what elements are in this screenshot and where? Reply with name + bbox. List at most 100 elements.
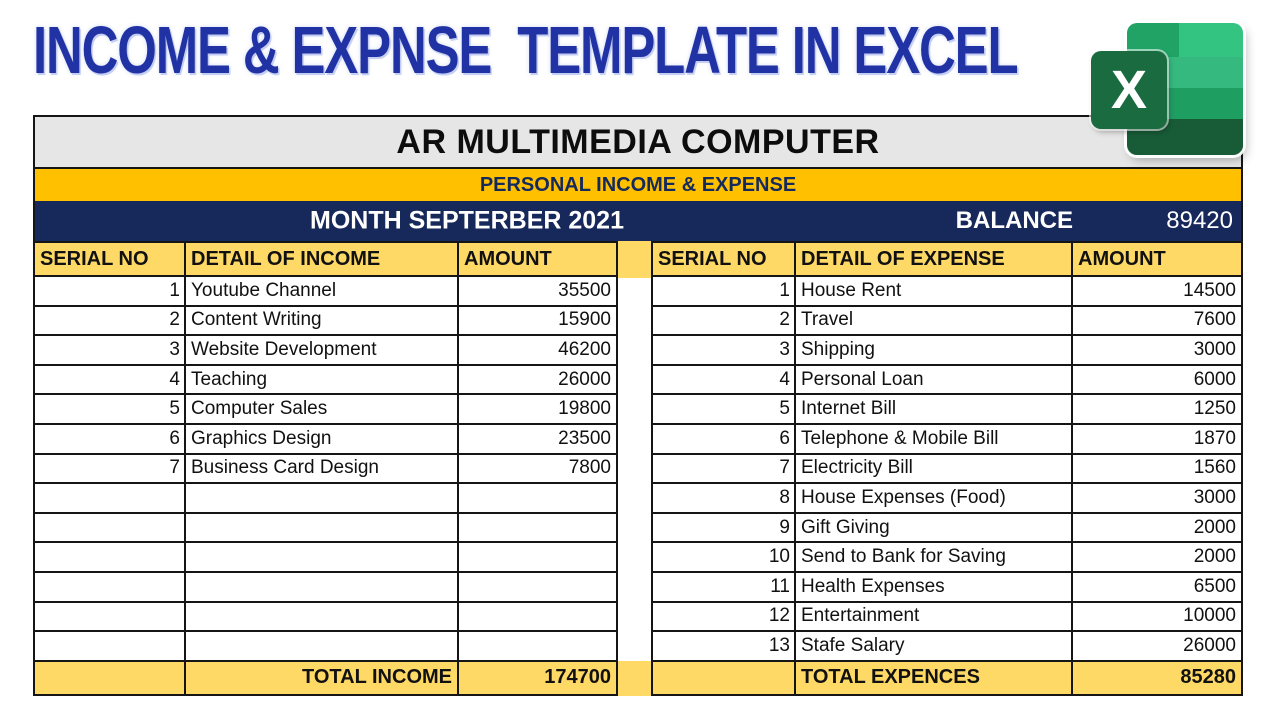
serial-cell	[33, 600, 186, 633]
serial-cell: 3	[651, 334, 796, 366]
amount-cell	[457, 482, 618, 514]
amount-cell: 14500	[1071, 275, 1243, 307]
subtitle-text: PERSONAL INCOME & EXPENSE	[479, 173, 797, 196]
amount-cell: 7600	[1071, 304, 1243, 337]
amount-cell: 3000	[1071, 482, 1243, 514]
expense-row: 6 Telephone & Mobile Bill 1870	[651, 422, 1243, 455]
detail-cell: Stafe Salary	[794, 630, 1073, 662]
subtitle-bar: PERSONAL INCOME & EXPENSE	[33, 169, 1243, 201]
amount-cell	[457, 630, 618, 662]
expense-table: SERIAL NO DETAIL OF EXPENSE AMOUNT 1 Hou…	[651, 241, 1243, 696]
serial-cell	[33, 541, 186, 573]
serial-cell: 1	[651, 275, 796, 307]
balance-label: BALANCE	[955, 207, 1073, 234]
expense-row: 9 Gift Giving 2000	[651, 511, 1243, 544]
income-header-serial: SERIAL NO	[33, 241, 186, 277]
serial-cell: 2	[651, 304, 796, 337]
detail-cell: Internet Bill	[794, 393, 1073, 425]
serial-cell: 11	[651, 570, 796, 603]
gap-middle-cell	[618, 278, 651, 661]
serial-cell: 5	[651, 393, 796, 425]
detail-cell: Shipping	[794, 334, 1073, 366]
income-table: SERIAL NO DETAIL OF INCOME AMOUNT 1 Yout…	[33, 241, 618, 696]
serial-cell: 7	[33, 452, 186, 485]
serial-cell	[33, 482, 186, 514]
serial-cell: 7	[651, 452, 796, 485]
income-total-label: TOTAL INCOME	[184, 659, 459, 696]
income-row: 5 Computer Sales 19800	[33, 393, 618, 425]
amount-cell: 26000	[1071, 630, 1243, 662]
detail-cell: Electricity Bill	[794, 452, 1073, 485]
amount-cell: 3000	[1071, 334, 1243, 366]
amount-cell: 10000	[1071, 600, 1243, 633]
expense-header-detail: DETAIL OF EXPENSE	[794, 241, 1073, 277]
expense-row: 3 Shipping 3000	[651, 334, 1243, 366]
amount-cell: 35500	[457, 275, 618, 307]
detail-cell	[184, 482, 459, 514]
expense-row: 11 Health Expenses 6500	[651, 570, 1243, 603]
detail-cell	[184, 570, 459, 603]
excel-logo: X	[1085, 8, 1247, 160]
amount-cell: 6500	[1071, 570, 1243, 603]
amount-cell: 46200	[457, 334, 618, 366]
expense-row: 1 House Rent 14500	[651, 275, 1243, 307]
income-row-empty	[33, 541, 618, 573]
expense-total-spacer	[651, 659, 796, 696]
amount-cell: 1560	[1071, 452, 1243, 485]
amount-cell: 1870	[1071, 422, 1243, 455]
income-header-detail: DETAIL OF INCOME	[184, 241, 459, 277]
amount-cell: 19800	[457, 393, 618, 425]
detail-cell: Send to Bank for Saving	[794, 541, 1073, 573]
company-name: AR MULTIMEDIA COMPUTER	[396, 122, 880, 161]
detail-cell: Business Card Design	[184, 452, 459, 485]
amount-cell: 23500	[457, 422, 618, 455]
expense-row: 2 Travel 7600	[651, 304, 1243, 337]
serial-cell: 4	[651, 363, 796, 396]
serial-cell: 3	[33, 334, 186, 366]
expense-row: 5 Internet Bill 1250	[651, 393, 1243, 425]
expense-total-row: TOTAL EXPENCES 85280	[651, 659, 1243, 696]
income-row: 7 Business Card Design 7800	[33, 452, 618, 485]
detail-cell	[184, 511, 459, 544]
balance-value: 89420	[1166, 207, 1233, 234]
serial-cell: 4	[33, 363, 186, 396]
amount-cell: 7800	[457, 452, 618, 485]
income-row-empty	[33, 482, 618, 514]
detail-cell: House Rent	[794, 275, 1073, 307]
income-row: 1 Youtube Channel 35500	[33, 275, 618, 307]
amount-cell: 6000	[1071, 363, 1243, 396]
expense-header-row: SERIAL NO DETAIL OF EXPENSE AMOUNT	[651, 241, 1243, 277]
income-row: 3 Website Development 46200	[33, 334, 618, 366]
income-row: 4 Teaching 26000	[33, 363, 618, 396]
amount-cell: 15900	[457, 304, 618, 337]
detail-cell	[184, 541, 459, 573]
detail-cell: Graphics Design	[184, 422, 459, 455]
serial-cell	[33, 570, 186, 603]
excel-sheet-icon	[1127, 23, 1243, 155]
detail-cell	[184, 630, 459, 662]
detail-cell: Teaching	[184, 363, 459, 396]
excel-x-letter: X	[1110, 60, 1148, 120]
amount-cell: 1250	[1071, 393, 1243, 425]
detail-cell: Computer Sales	[184, 393, 459, 425]
gap-total-cell	[618, 661, 651, 696]
expense-row: 7 Electricity Bill 1560	[651, 452, 1243, 485]
serial-cell	[33, 630, 186, 662]
detail-cell: Telephone & Mobile Bill	[794, 422, 1073, 455]
income-row-empty	[33, 511, 618, 544]
detail-cell: Personal Loan	[794, 363, 1073, 396]
serial-cell: 5	[33, 393, 186, 425]
month-balance-bar: MONTH SEPTERBER 2021 BALANCE 89420	[33, 201, 1243, 241]
table-gap-column	[618, 241, 651, 696]
month-label: MONTH SEPTERBER 2021	[310, 206, 624, 235]
detail-cell: Gift Giving	[794, 511, 1073, 544]
income-total-value: 174700	[457, 659, 618, 696]
amount-cell: 2000	[1071, 541, 1243, 573]
company-header-bar: AR MULTIMEDIA COMPUTER	[33, 115, 1243, 169]
expense-row: 13 Stafe Salary 26000	[651, 630, 1243, 662]
gap-header-cell	[618, 241, 651, 278]
serial-cell: 13	[651, 630, 796, 662]
page-title: INCOME & EXPNSE TEMPLATE IN EXCEL	[33, 13, 1019, 88]
income-header-row: SERIAL NO DETAIL OF INCOME AMOUNT	[33, 241, 618, 277]
excel-x-icon: X	[1091, 51, 1167, 129]
